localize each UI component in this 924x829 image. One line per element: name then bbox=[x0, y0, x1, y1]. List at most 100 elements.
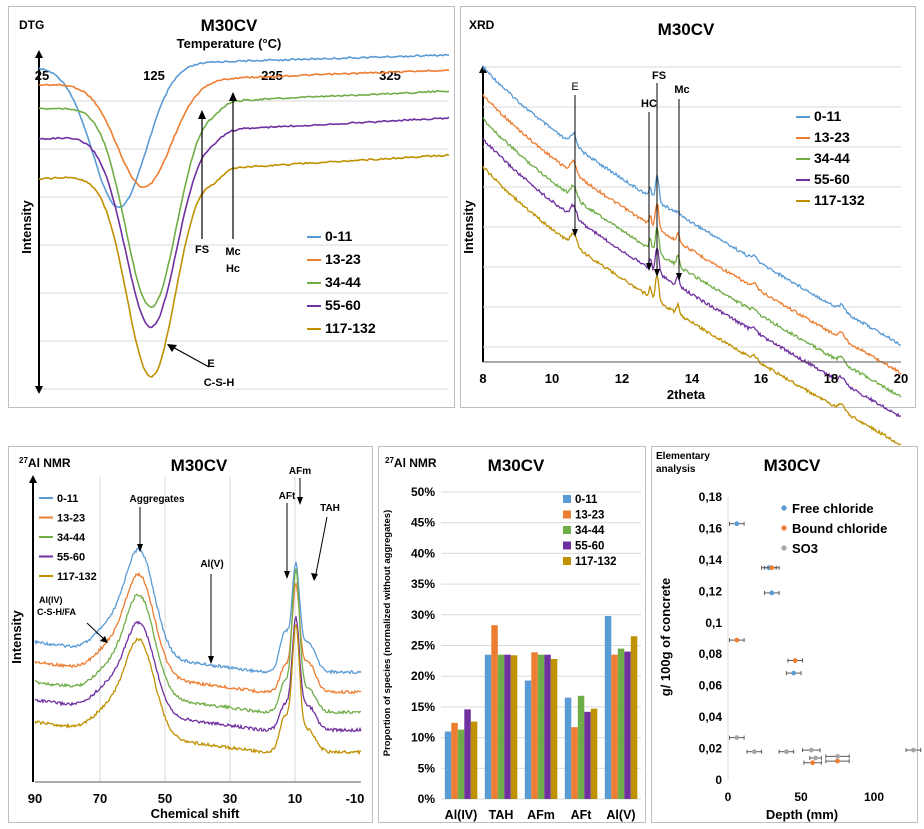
ea-point-so3 bbox=[813, 755, 818, 761]
dtg-x-tick: 125 bbox=[143, 68, 165, 83]
ea-point-free-chloride bbox=[791, 670, 797, 676]
dtg-e-arrowhead bbox=[167, 344, 177, 352]
nmr-aliv-arrowhead bbox=[100, 636, 108, 643]
bar-Al(IV)-55-60 bbox=[464, 709, 471, 799]
ea-y-tick: 0,16 bbox=[699, 521, 723, 535]
bar-AFt-34-44 bbox=[577, 695, 585, 799]
xrd-line-13-23 bbox=[482, 93, 902, 375]
xrd-line-117-132 bbox=[482, 165, 902, 446]
bar-bars bbox=[444, 616, 638, 799]
dtg-legend: 0-11 13-23 34-44 55-60 117-132 bbox=[307, 228, 376, 336]
xrd-x-ticks: 8 10 12 14 16 18 20 bbox=[479, 371, 908, 386]
bar-TAH-13-23 bbox=[491, 625, 498, 799]
bar-legend-swatch-117-132 bbox=[563, 557, 571, 565]
xrd-chart: XRD M30CV Intensity 8 10 12 14 16 18 20 … bbox=[461, 18, 908, 446]
legend-label-117-132: 117-132 bbox=[57, 571, 97, 583]
ea-y-tick: 0,06 bbox=[699, 679, 723, 693]
ea-point-bound-chloride bbox=[810, 760, 816, 766]
legend-label-117-132: 117-132 bbox=[814, 192, 865, 208]
nmr-series-lines bbox=[34, 547, 362, 756]
bar-legend-label-34-44: 34-44 bbox=[575, 525, 605, 537]
bar-Al(V)-0-11 bbox=[604, 616, 612, 799]
bar-Al(IV)-34-44 bbox=[457, 729, 465, 799]
bar-Al(IV)-0-11 bbox=[444, 731, 452, 799]
ea-legend-marker bbox=[781, 505, 787, 511]
ea-y-axis-label: g/ 100g of concrete bbox=[658, 578, 673, 696]
xrd-gridlines bbox=[483, 66, 901, 348]
legend-label-13-23: 13-23 bbox=[814, 129, 850, 145]
bar-y-tick: 40% bbox=[411, 546, 435, 560]
nmr-alv-label: Al(V) bbox=[200, 559, 223, 570]
bar-legend-swatch-34-44 bbox=[563, 526, 571, 534]
nmr-aft-arrowhead bbox=[284, 571, 290, 579]
ea-y-tick: 0 bbox=[715, 773, 722, 787]
xrd-corner-label: XRD bbox=[469, 18, 495, 32]
nmr-line-117-132 bbox=[34, 624, 362, 756]
ea-corner-label-1: Elementary bbox=[656, 451, 710, 462]
dtg-corner-label: DTG bbox=[19, 18, 44, 32]
nmr-aggregates-arrowhead bbox=[137, 544, 143, 552]
bar-y-tick: 20% bbox=[411, 669, 435, 683]
bar-y-axis-label: Proportion of species (normalized withou… bbox=[382, 510, 393, 757]
nmr-tah-arrowhead bbox=[311, 573, 318, 581]
nmr-aggregates-label: Aggregates bbox=[129, 494, 184, 505]
dtg-gridlines bbox=[39, 100, 449, 390]
bar-y-tick: 35% bbox=[411, 577, 435, 591]
ea-y-tick: 0,12 bbox=[699, 584, 723, 598]
nmr-afm-arrowhead bbox=[297, 497, 303, 505]
nmr-x-tick: 10 bbox=[288, 791, 302, 806]
xrd-x-tick: 16 bbox=[754, 371, 768, 386]
xrd-x-tick: 18 bbox=[824, 371, 838, 386]
xrd-hc-label: HC bbox=[641, 98, 657, 110]
bar-Al(V)-117-132 bbox=[630, 636, 638, 799]
dtg-chart: DTG M30CV Temperature (°C) 25 125 225 32… bbox=[19, 16, 450, 394]
bar-x-tick: Al(V) bbox=[606, 808, 635, 822]
dtg-csh-label: C-S-H bbox=[204, 377, 235, 389]
xrd-y-axis-label: Intensity bbox=[461, 200, 476, 254]
bar-AFt-55-60 bbox=[584, 711, 591, 799]
dtg-e-label: E bbox=[207, 358, 214, 370]
nmr-tah-arrow bbox=[314, 516, 328, 580]
bar-TAH-55-60 bbox=[504, 654, 511, 799]
bar-TAH-0-11 bbox=[484, 654, 492, 799]
nmr-x-tick: 50 bbox=[158, 791, 172, 806]
bar-y-tick: 10% bbox=[411, 731, 435, 745]
bar-legend-label-0-11: 0-11 bbox=[575, 494, 598, 506]
ea-point-bound-chloride bbox=[734, 637, 740, 643]
nmr-line-34-44 bbox=[34, 568, 361, 715]
ea-point-free-chloride bbox=[769, 590, 775, 596]
dtg-line-0-11 bbox=[38, 53, 450, 209]
nmr-gridlines bbox=[99, 477, 296, 782]
dtg-title: M30CV bbox=[201, 16, 258, 35]
xrd-x-tick: 14 bbox=[685, 371, 700, 386]
xrd-line-34-44 bbox=[482, 117, 902, 398]
bar-corner-label: 27Al NMR bbox=[385, 456, 437, 471]
legend-label-55-60: 55-60 bbox=[814, 171, 850, 187]
dtg-x-tick: 225 bbox=[261, 68, 283, 83]
nmr-tah-label: TAH bbox=[320, 503, 340, 514]
bar-legend-swatch-0-11 bbox=[563, 495, 571, 503]
xrd-line-0-11 bbox=[482, 65, 902, 346]
ea-legend-label: Free chloride bbox=[792, 501, 874, 516]
ea-panel: Elementary analysis M30CV g/ 100g of con… bbox=[651, 446, 922, 823]
dtg-line-117-132 bbox=[38, 153, 450, 378]
bar-chart: 27Al NMR M30CV Proportion of species (no… bbox=[382, 456, 641, 822]
ea-point-so3 bbox=[911, 747, 916, 753]
ea-data-points bbox=[729, 521, 922, 766]
bar-legend: 0-11 13-23 34-44 55-60 117-132 bbox=[563, 494, 617, 568]
nmr-chart: 27Al NMR M30CV Intensity 90 70 50 30 10 … bbox=[9, 456, 364, 822]
xrd-x-tick: 20 bbox=[894, 371, 908, 386]
nmr-x-axis-label: Chemical shift bbox=[151, 806, 241, 821]
nmr-x-tick: 70 bbox=[93, 791, 107, 806]
xrd-panel: XRD M30CV Intensity 8 10 12 14 16 18 20 … bbox=[460, 6, 916, 446]
ea-x-tick: 100 bbox=[864, 790, 884, 804]
dtg-y-axis-label: Intensity bbox=[19, 200, 34, 254]
xrd-legend: 0-11 13-23 34-44 55-60 117-132 bbox=[796, 108, 865, 208]
bar-legend-label-117-132: 117-132 bbox=[575, 556, 617, 568]
ea-y-tick: 0,04 bbox=[699, 710, 723, 724]
bar-legend-swatch-55-60 bbox=[563, 541, 571, 550]
xrd-hc-arrowhead bbox=[646, 263, 652, 271]
bar-title: M30CV bbox=[488, 456, 545, 475]
dtg-x-tick: 325 bbox=[379, 68, 401, 83]
bar-y-tick: 50% bbox=[411, 485, 435, 499]
